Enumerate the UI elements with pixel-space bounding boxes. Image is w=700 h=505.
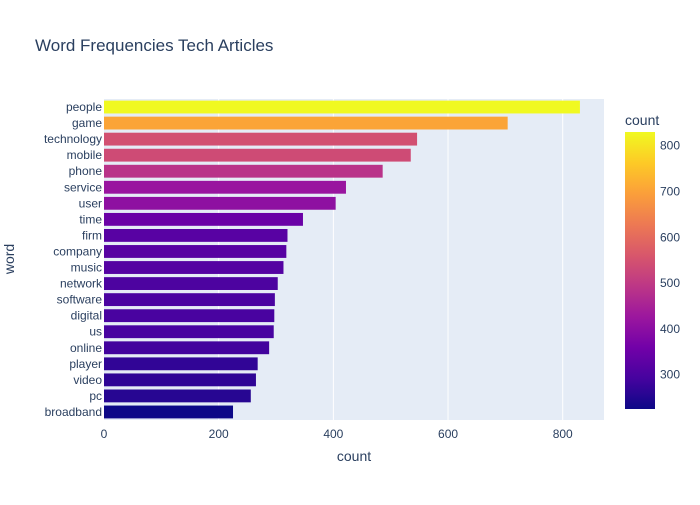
y-tick-label: company: [53, 244, 102, 258]
x-tick-label: 800: [553, 427, 573, 441]
y-tick-label: user: [79, 196, 102, 210]
y-tick-label: software: [57, 293, 103, 307]
bar: [104, 357, 258, 371]
colorbar-tick-label: 500: [660, 276, 680, 290]
colorbar-title: count: [625, 112, 659, 128]
bar: [104, 341, 270, 355]
plot-background: [104, 99, 604, 420]
y-tick-label: phone: [69, 164, 103, 178]
y-tick-label: music: [71, 261, 102, 275]
colorbar-tick-label: 800: [660, 139, 680, 153]
x-tick-label: 0: [101, 427, 108, 441]
bar: [104, 212, 303, 226]
bar: [104, 164, 383, 178]
bar: [104, 293, 275, 307]
y-tick-label: mobile: [67, 148, 103, 162]
colorbar-tick-label: 400: [660, 322, 680, 336]
bar: [104, 309, 275, 323]
y-tick-label: us: [89, 325, 102, 339]
bar: [104, 116, 508, 130]
y-tick-label: technology: [44, 132, 102, 146]
y-tick-label: people: [66, 100, 102, 114]
bar: [104, 405, 234, 419]
x-tick-label: 600: [438, 427, 458, 441]
bar: [104, 389, 251, 403]
bar: [104, 229, 288, 242]
colorbar: [625, 132, 655, 409]
bars: [104, 100, 580, 419]
bar: [104, 196, 336, 210]
x-tick-labels: 0 200 400 600 800: [101, 427, 573, 441]
x-tick-label: 200: [209, 427, 229, 441]
y-tick-label: player: [69, 357, 102, 371]
y-tick-labels: people game technology mobile phone service us…: [44, 100, 103, 419]
y-tick-label: game: [72, 116, 102, 130]
colorbar-tick-labels: 300 400 500 600 700 800: [660, 139, 680, 382]
bar: [104, 277, 278, 290]
chart-title: Word Frequencies Tech Articles: [35, 36, 273, 55]
bar: [104, 325, 274, 339]
y-tick-label: time: [79, 212, 102, 226]
colorbar-tick-label: 600: [660, 230, 680, 244]
bar: [104, 261, 284, 274]
y-tick-label: digital: [71, 309, 102, 323]
y-axis-title: word: [1, 244, 17, 275]
colorbar-tick-label: 700: [660, 185, 680, 199]
y-tick-label: firm: [82, 228, 102, 242]
y-tick-label: network: [60, 277, 103, 291]
y-tick-label: online: [70, 341, 102, 355]
y-tick-label: video: [73, 373, 102, 387]
bar: [104, 132, 418, 146]
colorbar-tick-label: 300: [660, 368, 680, 382]
x-axis-title: count: [337, 448, 371, 464]
y-tick-label: service: [64, 180, 102, 194]
bar: [104, 373, 256, 387]
bar: [104, 148, 411, 162]
bar: [104, 245, 287, 258]
y-tick-label: pc: [89, 389, 102, 403]
x-tick-label: 400: [323, 427, 343, 441]
bar: [104, 100, 580, 114]
bar: [104, 180, 346, 194]
y-tick-label: broadband: [45, 405, 102, 419]
